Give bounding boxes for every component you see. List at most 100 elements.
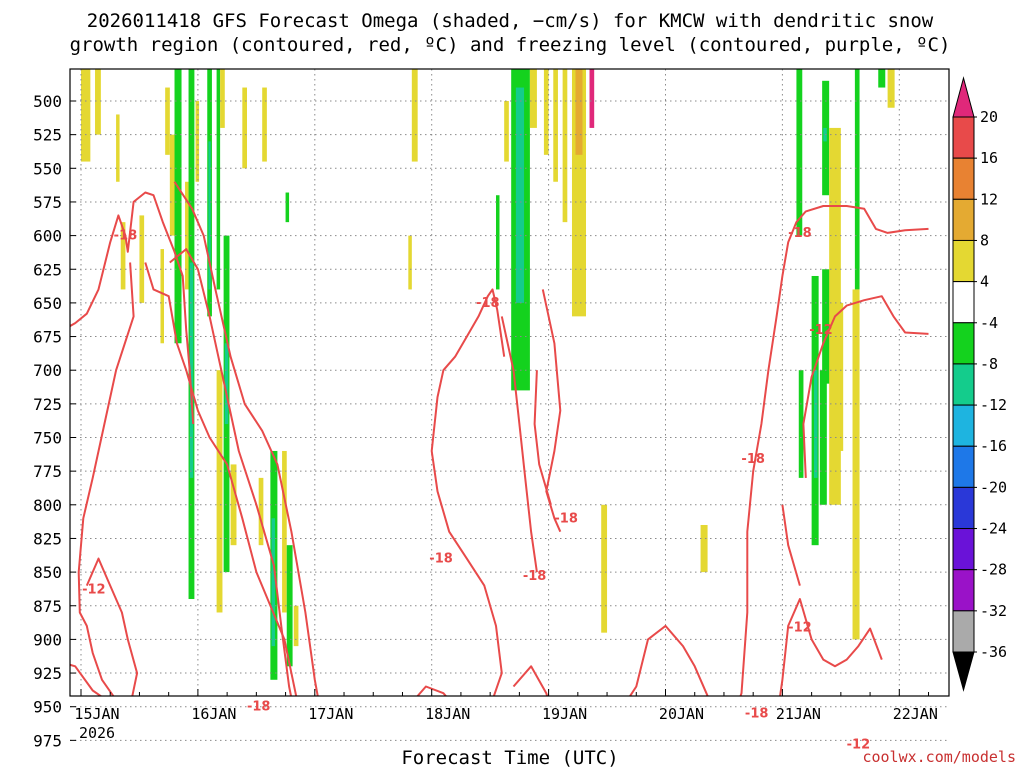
omega-patch bbox=[543, 69, 549, 155]
y-tick-label: 750 bbox=[33, 429, 62, 448]
y-tick-label: 825 bbox=[33, 529, 62, 548]
dendritic-contour-line bbox=[802, 295, 929, 478]
contour-labels: -18 -12 -18 -18 -18 -18 -18 -18 -18 -18 -12 -12 -12 bbox=[82, 226, 870, 752]
chart-title-line-1: 2026011418 GFS Forecast Omega (shaded, −… bbox=[87, 10, 934, 32]
plot-frame bbox=[69, 68, 950, 697]
contour-label: -12 bbox=[82, 583, 106, 598]
colorbar-bin bbox=[952, 486, 975, 530]
omega-patch bbox=[258, 477, 264, 546]
colorbar-label: -8 bbox=[980, 355, 998, 373]
contour-label: -12 bbox=[847, 737, 871, 752]
omega-patch bbox=[282, 450, 287, 613]
y-tick-label: 525 bbox=[33, 126, 62, 145]
colorbar-label: 4 bbox=[980, 273, 989, 291]
omega-patch bbox=[224, 343, 229, 425]
dendritic-contour-line bbox=[416, 288, 506, 696]
contour-label: -18 bbox=[788, 226, 812, 241]
contour-label: -18 bbox=[741, 452, 765, 467]
y-tick-label: 975 bbox=[33, 731, 62, 750]
contour-label: -18 bbox=[554, 511, 578, 526]
omega-patch bbox=[95, 69, 101, 135]
colorbar-label: -20 bbox=[980, 478, 1007, 496]
y-tick-label: 925 bbox=[33, 664, 62, 683]
colorbar-bin bbox=[952, 322, 975, 365]
omega-patch bbox=[293, 605, 299, 647]
colorbar-bin bbox=[952, 157, 975, 200]
omega-patch bbox=[575, 69, 583, 155]
dendritic-contour-line bbox=[628, 624, 709, 696]
omega-patch bbox=[195, 101, 200, 182]
contour-label: -18 bbox=[745, 706, 769, 721]
omega-patch bbox=[169, 134, 175, 236]
omega-patch bbox=[515, 87, 525, 303]
omega-patch bbox=[160, 249, 164, 344]
omega-patch bbox=[408, 235, 412, 290]
dendritic-contour-line bbox=[512, 665, 549, 696]
dendritic-contour-line bbox=[169, 248, 293, 696]
contour-label: -18 bbox=[429, 552, 453, 567]
colorbar-label: 16 bbox=[980, 149, 998, 167]
dendritic-contour-line bbox=[70, 663, 103, 696]
omega-patch bbox=[286, 545, 293, 667]
y-tick-label: 675 bbox=[33, 328, 62, 347]
omega-patch bbox=[854, 69, 860, 290]
omega-patch bbox=[174, 69, 182, 344]
dendritic-contour-line bbox=[739, 205, 929, 696]
omega-patch bbox=[813, 370, 818, 478]
contour-label: -18 bbox=[247, 700, 271, 715]
credit-text: coolwx.com/models bbox=[862, 748, 1016, 766]
dendritic-contour-line bbox=[533, 370, 552, 506]
omega-patch bbox=[819, 370, 827, 505]
x-tick-label: 16JAN bbox=[191, 705, 236, 723]
colorbar-label: 20 bbox=[980, 108, 998, 126]
omega-patch bbox=[230, 464, 237, 546]
y-tick-label: 550 bbox=[33, 159, 62, 178]
omega-patch bbox=[411, 69, 418, 162]
colorbar-over-triangle bbox=[952, 76, 975, 118]
omega-patch bbox=[796, 69, 803, 236]
colorbar: 20 16 12 8 4 -4 -8 -12 -16 -20 -24 -28 -32 -36 bbox=[952, 76, 1007, 692]
colorbar-label: -4 bbox=[980, 314, 998, 332]
colorbar-bin bbox=[952, 404, 975, 447]
dendritic-contour-line bbox=[77, 262, 139, 696]
omega-patch bbox=[262, 87, 267, 162]
y-tick-label: 725 bbox=[33, 395, 62, 414]
omega-patch bbox=[220, 69, 225, 128]
omega-patch bbox=[216, 370, 223, 613]
omega-patch bbox=[165, 87, 170, 155]
x-tick-label: 15JAN bbox=[74, 705, 119, 723]
omega-patch bbox=[798, 370, 804, 478]
colorbar-label: 12 bbox=[980, 190, 998, 208]
colorbar-bin bbox=[952, 445, 975, 488]
omega-patch bbox=[208, 141, 211, 290]
y-tick-label: 650 bbox=[33, 294, 62, 313]
omega-patch bbox=[495, 195, 500, 290]
omega-patch bbox=[139, 215, 145, 303]
colorbar-bin bbox=[952, 569, 975, 612]
omega-patch bbox=[835, 302, 844, 451]
y-tick-label: 500 bbox=[33, 92, 62, 111]
colorbar-label: -32 bbox=[980, 602, 1007, 620]
y-tick-label: 950 bbox=[33, 698, 62, 717]
y-tick-label: 900 bbox=[33, 630, 62, 649]
x-tick-sublabel: 2026 bbox=[79, 724, 115, 742]
colorbar-bin bbox=[952, 281, 975, 324]
colorbar-bin bbox=[952, 239, 975, 283]
x-tick-label: 22JAN bbox=[893, 705, 938, 723]
x-axis-label: Forecast Time (UTC) bbox=[401, 747, 618, 768]
omega-patch bbox=[81, 69, 91, 162]
x-tick-label: 19JAN bbox=[542, 705, 587, 723]
omega-patch bbox=[852, 289, 860, 640]
plot-border bbox=[69, 68, 950, 697]
x-tick-label: 21JAN bbox=[776, 705, 821, 723]
colorbar-label: -24 bbox=[980, 520, 1007, 538]
colorbar-label: 8 bbox=[980, 231, 989, 249]
omega-patch bbox=[878, 69, 886, 88]
y-tick-label: 575 bbox=[33, 193, 62, 212]
dendritic-contour-line bbox=[173, 181, 319, 696]
y-tick-label: 625 bbox=[33, 260, 62, 279]
omega-patch bbox=[242, 87, 247, 169]
omega-patch bbox=[285, 192, 290, 223]
